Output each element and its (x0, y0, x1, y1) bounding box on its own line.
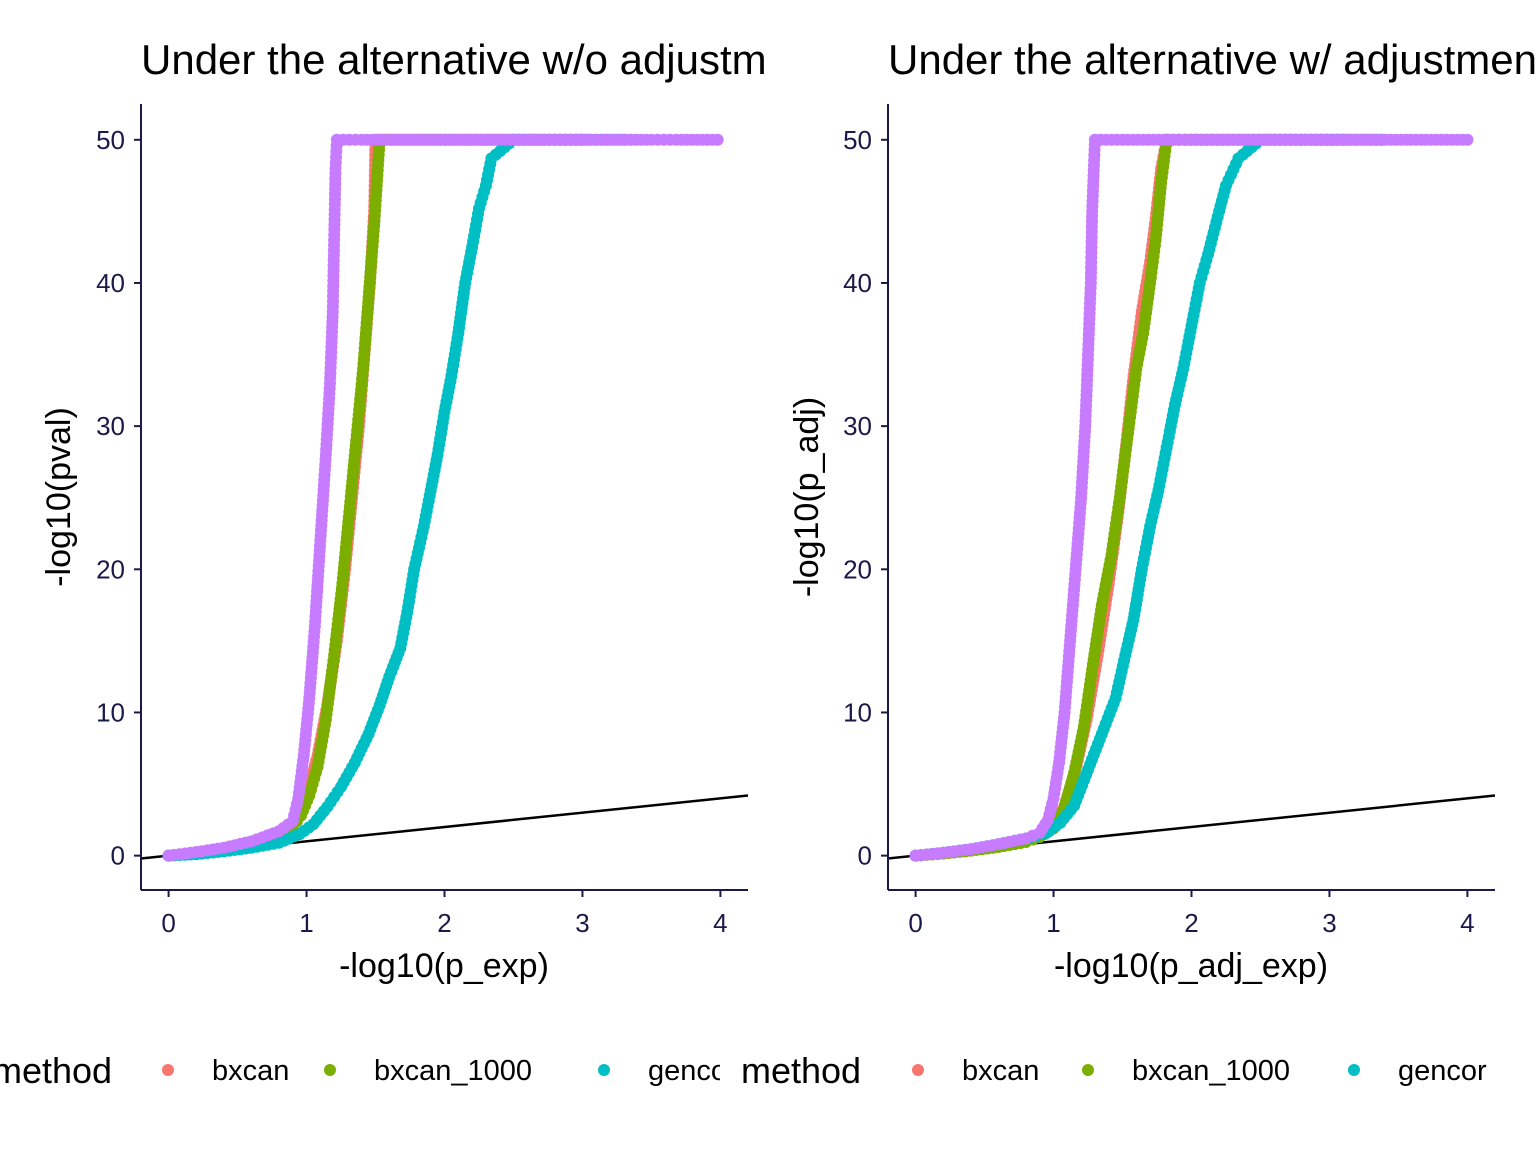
plot-area-right (888, 133, 1495, 862)
data-point (1461, 133, 1474, 146)
y-tick-label: 50 (96, 125, 125, 155)
y-tick-label: 10 (96, 697, 125, 727)
legend-title-right: method (741, 1050, 861, 1091)
legend-label: bxcan (962, 1055, 1039, 1087)
legend-left: method bxcan bxcan_1000 gencor (0, 1050, 880, 1091)
chart-title-right: Under the alternative w/ adjustment (888, 36, 1536, 83)
x-axis-right: 0 1 2 3 4 (888, 889, 1495, 938)
y-axis-title-left: -log10(pval) (40, 407, 78, 587)
legend-key (1082, 1064, 1094, 1076)
plot-area-left (141, 133, 748, 862)
legend-key (1348, 1064, 1360, 1076)
chart-title-left: Under the alternative w/o adjustment (141, 36, 825, 83)
series-3 (909, 133, 1474, 862)
x-tick-label: 1 (299, 908, 313, 938)
series-2 (162, 133, 637, 862)
x-axis-left: 0 1 2 3 4 (141, 889, 748, 938)
x-tick-label: 3 (575, 908, 589, 938)
x-tick-label: 0 (161, 908, 175, 938)
x-tick-label: 0 (908, 908, 922, 938)
y-tick-label: 40 (843, 268, 872, 298)
legend-key (868, 1064, 880, 1076)
y-tick-label: 50 (843, 125, 872, 155)
x-tick-label: 1 (1046, 908, 1060, 938)
y-axis-right: 0 10 20 30 40 50 (843, 104, 889, 890)
legend-label: gencor (1398, 1055, 1487, 1087)
legend-key (912, 1064, 924, 1076)
legend-key (162, 1064, 174, 1076)
x-tick-label: 4 (1460, 908, 1474, 938)
legend-label: bxcan (212, 1055, 289, 1087)
chart-panel-right: Under the alternative w/ adjustment 0102… (741, 36, 1536, 1091)
y-tick-label: 20 (843, 554, 872, 584)
chart-panel-left: Under the alternative w/o adjustment 010… (0, 36, 880, 1091)
y-tick-label: 0 (111, 841, 125, 871)
series-0 (909, 133, 1350, 862)
legend-label: gencor (648, 1055, 737, 1087)
x-axis-title-right: -log10(p_adj_exp) (1054, 947, 1328, 985)
y-tick-label: 0 (858, 841, 872, 871)
y-axis-left: 0 10 20 30 40 50 (96, 104, 142, 890)
x-tick-label: 2 (1184, 908, 1198, 938)
data-point (711, 133, 724, 146)
legend-key (598, 1064, 610, 1076)
x-tick-label: 2 (437, 908, 451, 938)
series-3 (162, 133, 724, 862)
legend-right: method bxcan bxcan_1000 gencor (741, 1050, 1487, 1091)
series-1 (162, 133, 589, 862)
y-tick-label: 40 (96, 268, 125, 298)
y-tick-label: 30 (843, 411, 872, 441)
legend-label: bxcan_1000 (1132, 1055, 1290, 1087)
y-axis-title-right: -log10(p_adj) (788, 397, 826, 597)
series-0 (162, 133, 596, 862)
x-tick-label: 4 (713, 908, 727, 938)
x-tick-label: 3 (1322, 908, 1336, 938)
x-axis-title-left: -log10(p_exp) (339, 947, 549, 985)
legend-key (324, 1064, 336, 1076)
y-tick-label: 20 (96, 554, 125, 584)
legend-title-left: method (0, 1050, 112, 1091)
legend-label: bxcan_1000 (374, 1055, 532, 1087)
y-tick-label: 30 (96, 411, 125, 441)
y-tick-label: 10 (843, 697, 872, 727)
